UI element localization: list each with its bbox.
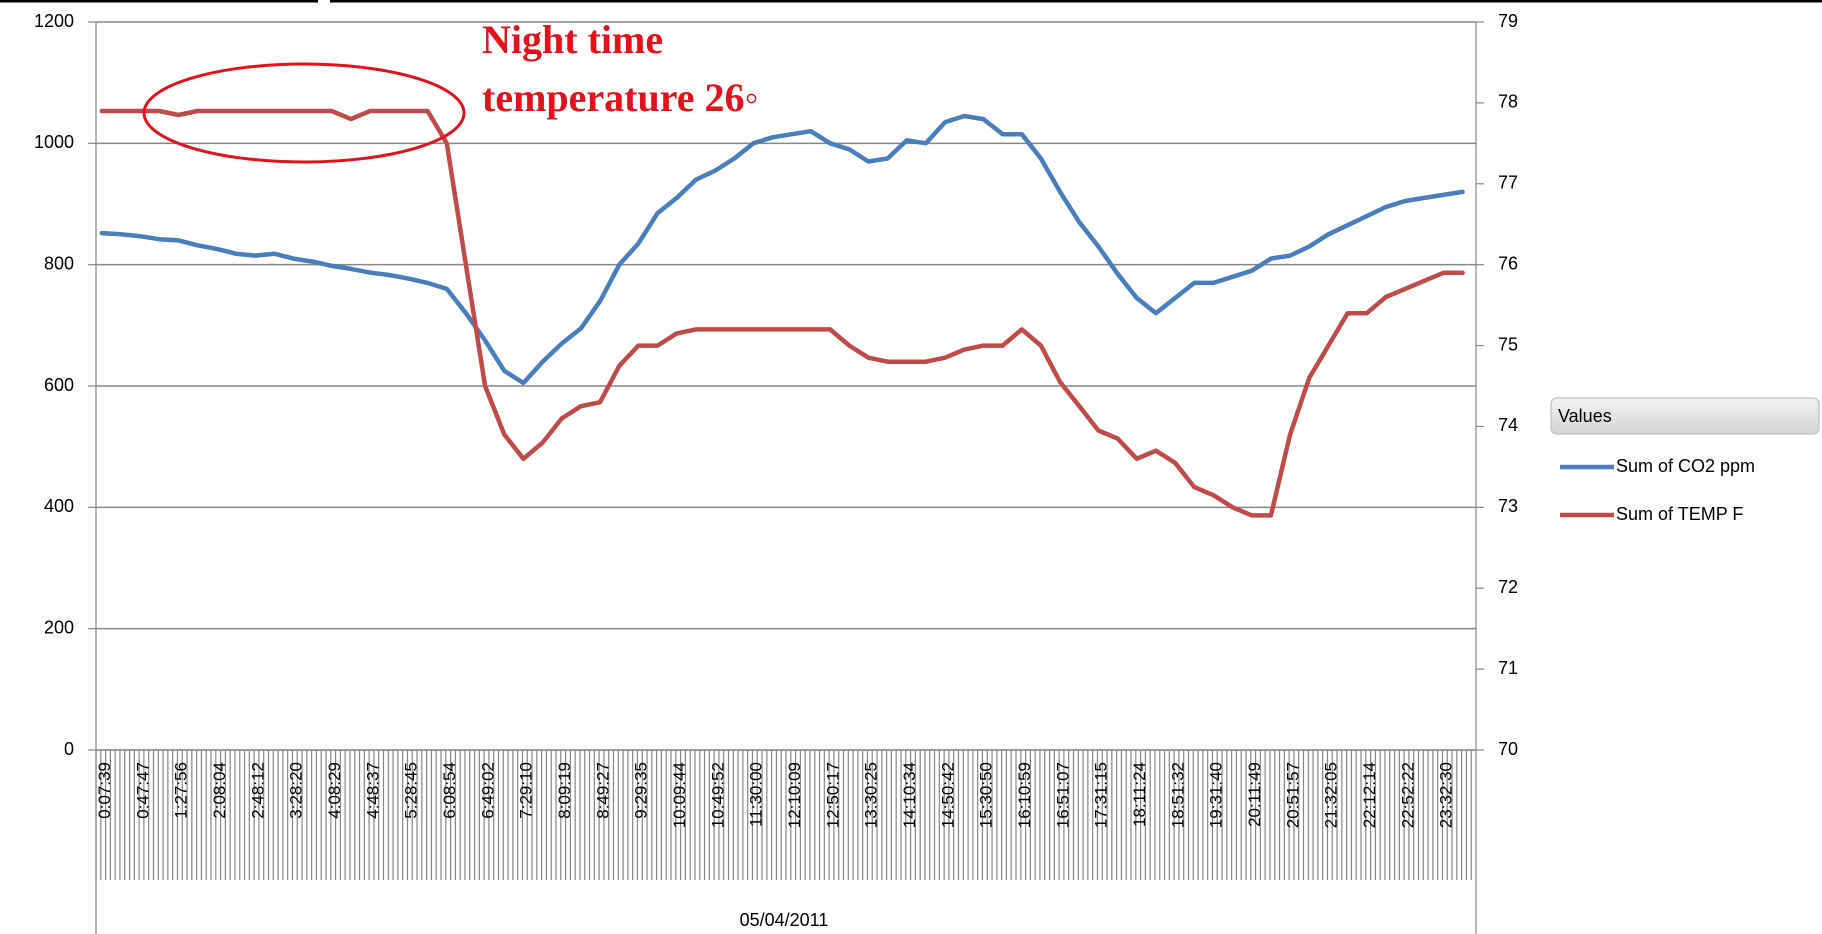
- y-tick-label: 1200: [34, 11, 74, 31]
- series-line: [99, 108, 1465, 518]
- x-tick-label: 9:29:35: [632, 762, 651, 819]
- x-tick-label: 2:48:12: [248, 762, 267, 819]
- x-tick-label: 20:11:49: [1245, 762, 1264, 827]
- x-tick-label: 21:32:05: [1322, 762, 1341, 828]
- x-tick-label: 2:08:04: [210, 762, 229, 819]
- legend-label: Sum of TEMP F: [1616, 504, 1743, 524]
- x-tick-label: 10:09:44: [670, 762, 689, 828]
- x-tick-label: 4:48:37: [363, 762, 382, 819]
- legend-title-button[interactable]: [1550, 397, 1820, 435]
- x-tick-label: 14:10:34: [900, 762, 919, 828]
- x-tick-label: 22:12:14: [1360, 762, 1379, 828]
- x-tick-label: 17:31:15: [1092, 762, 1111, 828]
- x-tick-label: 18:11:24: [1130, 762, 1149, 827]
- x-tick-label: 20:51:57: [1283, 762, 1302, 828]
- x-tick-label: 0:07:39: [95, 762, 114, 819]
- y-tick-label: 400: [44, 496, 74, 516]
- x-tick-label: 8:49:27: [593, 762, 612, 819]
- y2-tick-label: 71: [1498, 658, 1518, 678]
- x-tick-label: 11:30:00: [747, 762, 766, 827]
- legend-title: Values: [1558, 406, 1612, 426]
- x-tick-label: 6:49:02: [478, 762, 497, 819]
- legend-items: Sum of CO2 ppm Sum of TEMP F: [1560, 456, 1755, 524]
- x-tick-label: 12:50:17: [823, 762, 842, 828]
- x-tick-label: 10:49:52: [708, 762, 727, 828]
- legend: Values Sum of CO2 ppm Sum of TEMP F: [1550, 397, 1820, 524]
- x-tick-label: 5:28:45: [402, 762, 421, 819]
- x-tick-label: 3:28:20: [287, 762, 306, 819]
- x-tick-label: 0:47:47: [133, 762, 152, 819]
- x-tick-label: 16:51:07: [1053, 762, 1072, 828]
- y2-tick-label: 74: [1498, 415, 1518, 435]
- highlight-ellipse: [142, 62, 466, 164]
- x-tick-label: 23:32:30: [1437, 762, 1456, 828]
- x-tick-label: 4:08:29: [325, 762, 344, 819]
- y2-tick-label: 78: [1498, 92, 1518, 112]
- x-tick-label: 8:09:19: [555, 762, 574, 819]
- x-tick-label: 7:29:10: [517, 762, 536, 819]
- x-tick-label: 13:30:25: [862, 762, 881, 828]
- x-tick-label: 19:31:40: [1207, 762, 1226, 828]
- x-tick-label: 1:27:56: [172, 762, 191, 819]
- x-tick-label: 16:10:59: [1015, 762, 1034, 828]
- y2-tick-label: 76: [1498, 253, 1518, 273]
- legend-label: Sum of CO2 ppm: [1616, 456, 1755, 476]
- annotation: Night time: [482, 17, 663, 62]
- x-tick-label: 15:30:50: [977, 762, 996, 828]
- y2-tick-label: 70: [1498, 739, 1518, 759]
- plot-area: 0 200 400 600 800 1000 1200 70 71 72 73 74 75 76 77 78 7…: [34, 11, 1518, 934]
- x-tick-label: 12:10:09: [785, 762, 804, 828]
- x-tick-label: 14:50:42: [938, 762, 957, 828]
- y2-tick-label: 72: [1498, 577, 1518, 597]
- y2-tick-label: 77: [1498, 173, 1518, 193]
- y2-tick-label: 75: [1498, 334, 1518, 354]
- y2-tick-label: 73: [1498, 496, 1518, 516]
- y2-tick-label: 79: [1498, 11, 1518, 31]
- y-tick-label: 0: [64, 739, 74, 759]
- y-tick-label: 200: [44, 617, 74, 637]
- series-line: [99, 113, 1465, 386]
- y-tick-label: 600: [44, 375, 74, 395]
- x-tick-label: 22:52:22: [1398, 762, 1417, 828]
- x-tick-label: 18:51:32: [1168, 762, 1187, 828]
- annotation: temperature 26◦: [482, 75, 759, 120]
- x-tick-label: 6:08:54: [440, 762, 459, 819]
- y-tick-label: 800: [44, 253, 74, 273]
- y-tick-label: 1000: [34, 132, 74, 152]
- x-axis-title: 05/04/2011: [740, 910, 829, 930]
